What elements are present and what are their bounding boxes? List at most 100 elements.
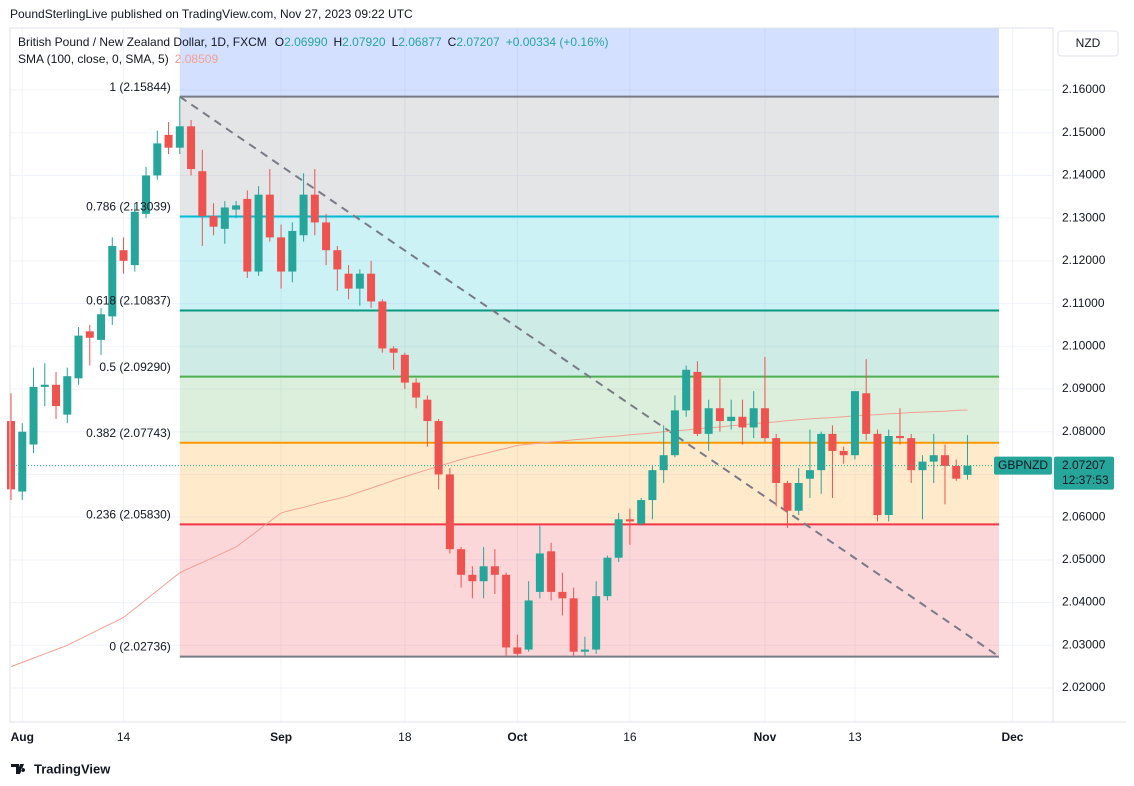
y-tick-label: 2.08000 — [1062, 424, 1106, 438]
y-tick-label: 2.16000 — [1062, 82, 1106, 96]
fib-level-label: 0.786 (2.13039) — [86, 200, 171, 214]
symbol-tag: GBPNZD — [998, 458, 1048, 472]
candle-body — [378, 301, 387, 349]
candle-body — [52, 384, 61, 407]
candle-body — [198, 171, 207, 217]
candle-body — [929, 455, 938, 462]
candle-body — [310, 194, 319, 223]
candle-body — [243, 198, 252, 272]
y-tick-label: 2.12000 — [1062, 253, 1106, 267]
candle-body — [783, 482, 792, 511]
fib-band — [179, 376, 999, 443]
candle-body — [873, 433, 882, 516]
y-tick-label: 2.09000 — [1062, 381, 1106, 395]
candle-body — [265, 194, 274, 238]
y-tick-label: 2.03000 — [1062, 637, 1106, 651]
candle-body — [7, 421, 16, 490]
candle-body — [108, 245, 117, 317]
price-label: 2.07207 — [1062, 458, 1106, 472]
footer-brand: TradingView — [34, 761, 111, 776]
candle-body — [637, 500, 646, 524]
plot-area — [7, 28, 1053, 722]
x-tick-label: 16 — [623, 730, 637, 744]
candle-body — [738, 416, 747, 428]
currency: NZD — [1076, 36, 1101, 50]
fib-band — [179, 524, 999, 657]
candle-body — [727, 416, 736, 422]
candle-body — [625, 519, 634, 522]
candle-body — [547, 551, 556, 592]
candle-body — [97, 314, 106, 340]
candle-body — [963, 465, 972, 475]
candle-body — [580, 649, 589, 652]
candle-body — [355, 273, 364, 289]
x-tick-label: 14 — [117, 730, 131, 744]
candle-body — [513, 647, 522, 654]
candle-body — [940, 455, 949, 466]
candle-body — [760, 408, 769, 439]
y-tick-label: 2.10000 — [1062, 338, 1106, 352]
legend-value: 2.06877 — [398, 35, 442, 49]
fib-level-label: 0.382 (2.07743) — [86, 426, 171, 440]
y-tick-label: 2.04000 — [1062, 595, 1106, 609]
candle-body — [254, 194, 263, 272]
candle-body — [524, 600, 533, 650]
fib-extension-band — [179, 28, 999, 97]
y-tick-label: 2.11000 — [1062, 296, 1105, 310]
candle-body — [850, 391, 859, 456]
currency-box[interactable] — [1057, 30, 1119, 57]
price-label-bg — [1054, 456, 1114, 490]
candle-body — [153, 143, 162, 176]
title: British Pound / New Zealand Dollar, 1D, … — [18, 35, 267, 49]
candle-body — [277, 237, 286, 272]
logo-mark — [11, 764, 26, 774]
y-tick-label: 2.15000 — [1062, 125, 1106, 139]
candle-body — [209, 216, 218, 227]
x-tick-label: Oct — [507, 730, 527, 744]
candle-body — [389, 348, 398, 353]
tradingview-logo — [11, 764, 26, 774]
candle-body — [299, 194, 308, 236]
legend-key: L — [392, 35, 399, 49]
countdown: 12:37:53 — [1062, 473, 1109, 487]
candle-body — [558, 591, 567, 599]
candle-body — [772, 438, 781, 483]
candle-body — [333, 250, 342, 270]
candle-body — [187, 126, 196, 170]
candle-body — [715, 408, 724, 422]
legend-key: H — [334, 35, 343, 49]
candle-body — [659, 455, 668, 471]
candle-body — [412, 382, 421, 398]
candle-body — [367, 273, 376, 302]
y-tick-label: 2.14000 — [1062, 168, 1106, 182]
x-tick-label: Nov — [754, 730, 777, 744]
candle-body — [648, 470, 657, 501]
candle-body — [164, 134, 173, 148]
candle-body — [322, 222, 331, 251]
sma-line — [10, 409, 968, 668]
candle-body — [794, 482, 803, 511]
candle-body — [29, 386, 38, 445]
symbol-tag-bg — [994, 456, 1052, 475]
candle-body — [232, 205, 241, 210]
candle-body — [457, 549, 466, 575]
candle-body — [74, 335, 83, 379]
candle-body — [614, 519, 623, 558]
candle-body — [220, 207, 229, 229]
candle-body — [468, 574, 477, 582]
legend-value: 2.07920 — [342, 35, 386, 49]
legend-change: +0.00334 (+0.16%) — [506, 35, 609, 49]
candle-body — [682, 369, 691, 411]
candle-body — [884, 435, 893, 516]
publish-header: PoundSterlingLive published on TradingVi… — [10, 7, 413, 21]
candle-body — [479, 566, 488, 582]
sma-value: 2.08509 — [175, 52, 219, 66]
y-tick-label: 2.02000 — [1062, 680, 1106, 694]
fib-band — [179, 442, 999, 525]
candle-body — [569, 598, 578, 652]
candle-body — [592, 596, 601, 650]
candle-body — [535, 553, 544, 592]
legend-value: 2.07207 — [456, 35, 500, 49]
candle-body — [40, 384, 49, 387]
x-tick-label: 13 — [848, 730, 862, 744]
